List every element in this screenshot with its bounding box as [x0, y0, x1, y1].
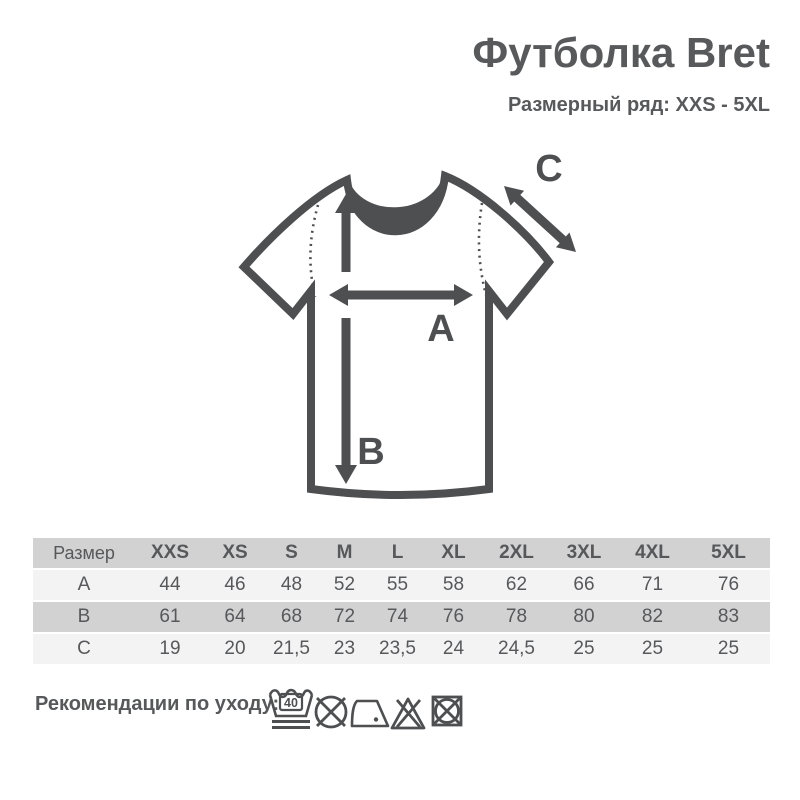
- collar-band: [345, 174, 447, 233]
- table-row-b: B 61 64 68 72 74 76 78 80 82 83: [33, 602, 770, 632]
- wash-temp-value: 40: [284, 696, 298, 710]
- header-l: L: [391, 542, 404, 563]
- cell-c-2xl: 24,5: [498, 638, 535, 659]
- cell-b-m: 72: [333, 606, 356, 627]
- measure-arrow-a: [329, 284, 473, 306]
- cell-a-xxs: 44: [159, 574, 181, 595]
- tshirt-diagram: A B C: [238, 148, 576, 499]
- cell-c-4xl: 25: [641, 638, 664, 659]
- header-3xl: 3XL: [566, 542, 602, 563]
- cell-c-m: 23: [333, 638, 356, 659]
- label-a: A: [427, 308, 454, 350]
- cell-a-4xl: 71: [641, 574, 664, 595]
- cell-a-xl: 58: [442, 574, 465, 595]
- shoulder-seam-left-dotted: [309, 204, 320, 298]
- cell-a-s: 48: [280, 574, 303, 595]
- header-2xl: 2XL: [499, 542, 534, 563]
- cell-c-xl: 24: [442, 638, 465, 659]
- table-row-a: A 44 46 48 52 55 58 62 66 71 76: [33, 570, 770, 600]
- do-not-tumble-dry-icon: [431, 695, 463, 727]
- header-size: Размер: [53, 542, 115, 563]
- header-xs: XS: [222, 542, 248, 563]
- cell-b-l: 74: [386, 606, 409, 627]
- header-4xl: 4XL: [635, 542, 670, 563]
- cell-c-s: 21,5: [273, 638, 310, 659]
- row-label-c: C: [77, 638, 91, 659]
- row-label-b: B: [77, 606, 91, 627]
- wash-40-icon: 40: [268, 688, 314, 729]
- shoulder-seam-right-dotted: [477, 202, 488, 296]
- care-icons: 40: [268, 688, 463, 730]
- cell-a-5xl: 76: [717, 574, 740, 595]
- cell-a-l: 55: [386, 574, 409, 595]
- cell-c-l: 23,5: [379, 638, 416, 659]
- cell-b-3xl: 80: [573, 606, 595, 627]
- cell-b-4xl: 82: [641, 606, 664, 627]
- cell-b-s: 68: [280, 606, 303, 627]
- do-not-bleach-icon: [390, 697, 426, 730]
- do-not-dry-clean-icon: [314, 695, 348, 729]
- cell-b-xxs: 61: [159, 606, 181, 627]
- measure-arrow-b: [335, 194, 357, 484]
- table-row-c: C 19 20 21,5 23 23,5 24 24,5 25 25 25: [33, 634, 770, 664]
- size-range-subtitle: Размерный ряд: XXS - 5XL: [507, 94, 770, 116]
- cell-a-xs: 46: [224, 574, 246, 595]
- cell-c-xs: 20: [224, 638, 246, 659]
- cell-b-5xl: 83: [717, 606, 740, 627]
- cell-b-2xl: 78: [505, 606, 528, 627]
- care-instructions-label: Рекомендации по уходу:: [35, 693, 280, 715]
- header-m: M: [336, 542, 353, 563]
- cell-b-xs: 64: [224, 606, 246, 627]
- label-b: B: [357, 431, 384, 473]
- cell-b-xl: 76: [442, 606, 465, 627]
- header-5xl: 5XL: [711, 542, 746, 563]
- size-table: Размер XXS XS S M L XL 2XL 3XL 4XL 5XL A…: [33, 536, 770, 666]
- cell-a-m: 52: [333, 574, 356, 595]
- measure-arrow-c: [504, 186, 576, 252]
- cell-c-3xl: 25: [573, 638, 595, 659]
- header-xxs: XXS: [150, 542, 190, 563]
- iron-low-icon: [350, 699, 390, 728]
- cell-c-5xl: 25: [717, 638, 740, 659]
- cell-a-2xl: 62: [505, 574, 528, 595]
- page-title: Футболка Bret: [472, 29, 770, 76]
- cell-c-xxs: 19: [159, 638, 181, 659]
- header-s: S: [285, 542, 298, 563]
- row-label-a: A: [77, 574, 91, 595]
- table-header-row: Размер XXS XS S M L XL 2XL 3XL 4XL 5XL: [33, 538, 770, 568]
- header-xl: XL: [441, 542, 466, 563]
- label-c: C: [535, 148, 562, 190]
- cell-a-3xl: 66: [573, 574, 595, 595]
